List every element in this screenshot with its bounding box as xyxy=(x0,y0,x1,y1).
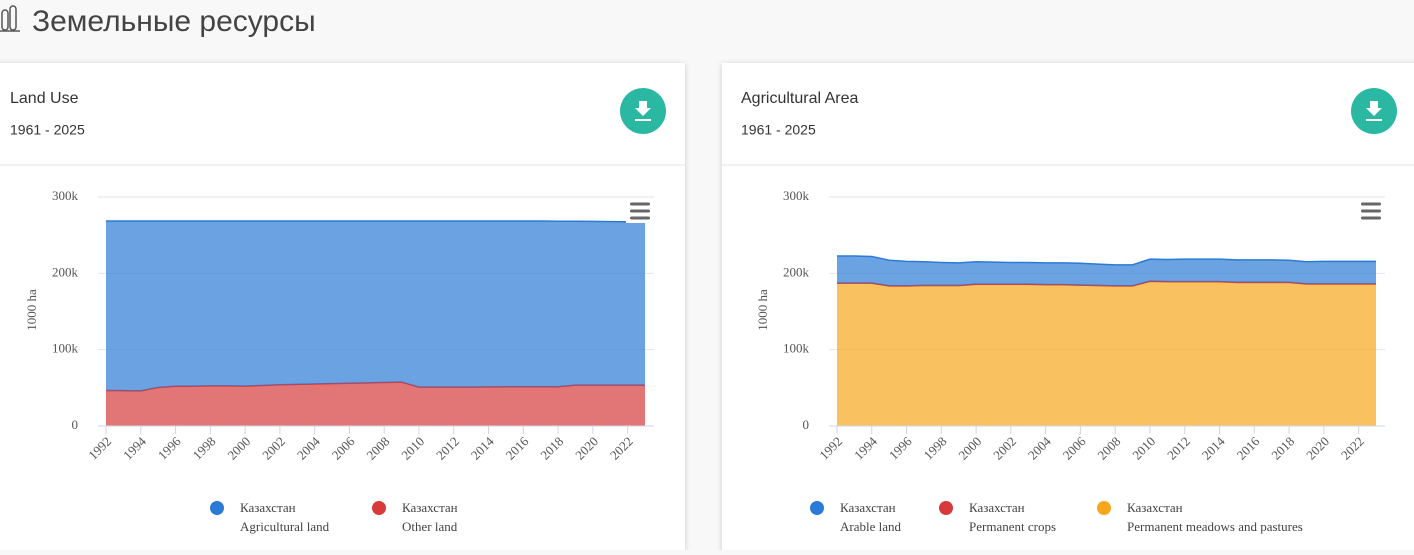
legend-label: Arable land xyxy=(840,519,902,534)
download-button[interactable] xyxy=(620,88,666,134)
y-tick-label: 0 xyxy=(803,417,810,432)
menu-bar xyxy=(1361,209,1381,213)
chart-menu[interactable] xyxy=(626,199,654,223)
legend-item[interactable]: Казахстан Permanent meadows and pastures xyxy=(1097,500,1303,534)
y-tick-label: 100k xyxy=(52,341,79,356)
legend-label: Permanent meadows and pastures xyxy=(1127,519,1303,534)
y-axis-label: 1000 ha xyxy=(24,289,39,331)
legend-country: Казахстан xyxy=(1127,500,1183,515)
y-tick-label: 0 xyxy=(72,417,79,432)
legend-country: Казахстан xyxy=(240,500,296,515)
y-tick-label: 200k xyxy=(783,264,810,279)
area-line xyxy=(106,220,645,223)
legend-label: Permanent crops xyxy=(969,519,1056,534)
legend-item[interactable]: Казахстан Agricultural land xyxy=(210,500,330,534)
area-line xyxy=(837,255,1376,266)
legend-marker xyxy=(372,501,386,515)
legend-item[interactable]: Казахстан Other land xyxy=(372,500,458,534)
menu-bar xyxy=(630,209,650,213)
y-tick-label: 300k xyxy=(783,188,810,203)
area xyxy=(837,256,1376,286)
menu-bar xyxy=(1361,216,1381,220)
y-axis-label: 1000 ha xyxy=(755,289,770,331)
legend-label: Other land xyxy=(402,519,458,534)
menu-bar xyxy=(1361,202,1381,206)
legend-item[interactable]: Казахстан Arable land xyxy=(810,500,902,534)
legend-country: Казахстан xyxy=(840,500,896,515)
legend-item[interactable]: Казахстан Permanent crops xyxy=(939,500,1056,534)
download-button[interactable] xyxy=(1351,88,1397,134)
legend-marker xyxy=(810,501,824,515)
y-tick-label: 300k xyxy=(52,188,79,203)
legend-country: Казахстан xyxy=(402,500,458,515)
menu-bar xyxy=(630,202,650,206)
card-subtitle: 1961 - 2025 xyxy=(741,122,816,138)
legend-marker xyxy=(939,501,953,515)
page-title: Земельные ресурсы xyxy=(32,5,316,38)
menu-bar xyxy=(630,216,650,220)
card-title: Agricultural Area xyxy=(741,90,858,107)
legend-marker xyxy=(1097,501,1111,515)
area xyxy=(106,382,645,426)
card-title: Land Use xyxy=(10,90,79,107)
legend-marker xyxy=(210,501,224,515)
y-tick-label: 100k xyxy=(783,341,810,356)
page-icon xyxy=(0,5,20,32)
legend-label: Agricultural land xyxy=(240,519,330,534)
area xyxy=(837,281,1376,426)
area xyxy=(106,221,645,391)
chart-menu[interactable] xyxy=(1357,199,1385,223)
legend-country: Казахстан xyxy=(969,500,1025,515)
y-tick-label: 200k xyxy=(52,264,79,279)
card-subtitle: 1961 - 2025 xyxy=(10,122,85,138)
